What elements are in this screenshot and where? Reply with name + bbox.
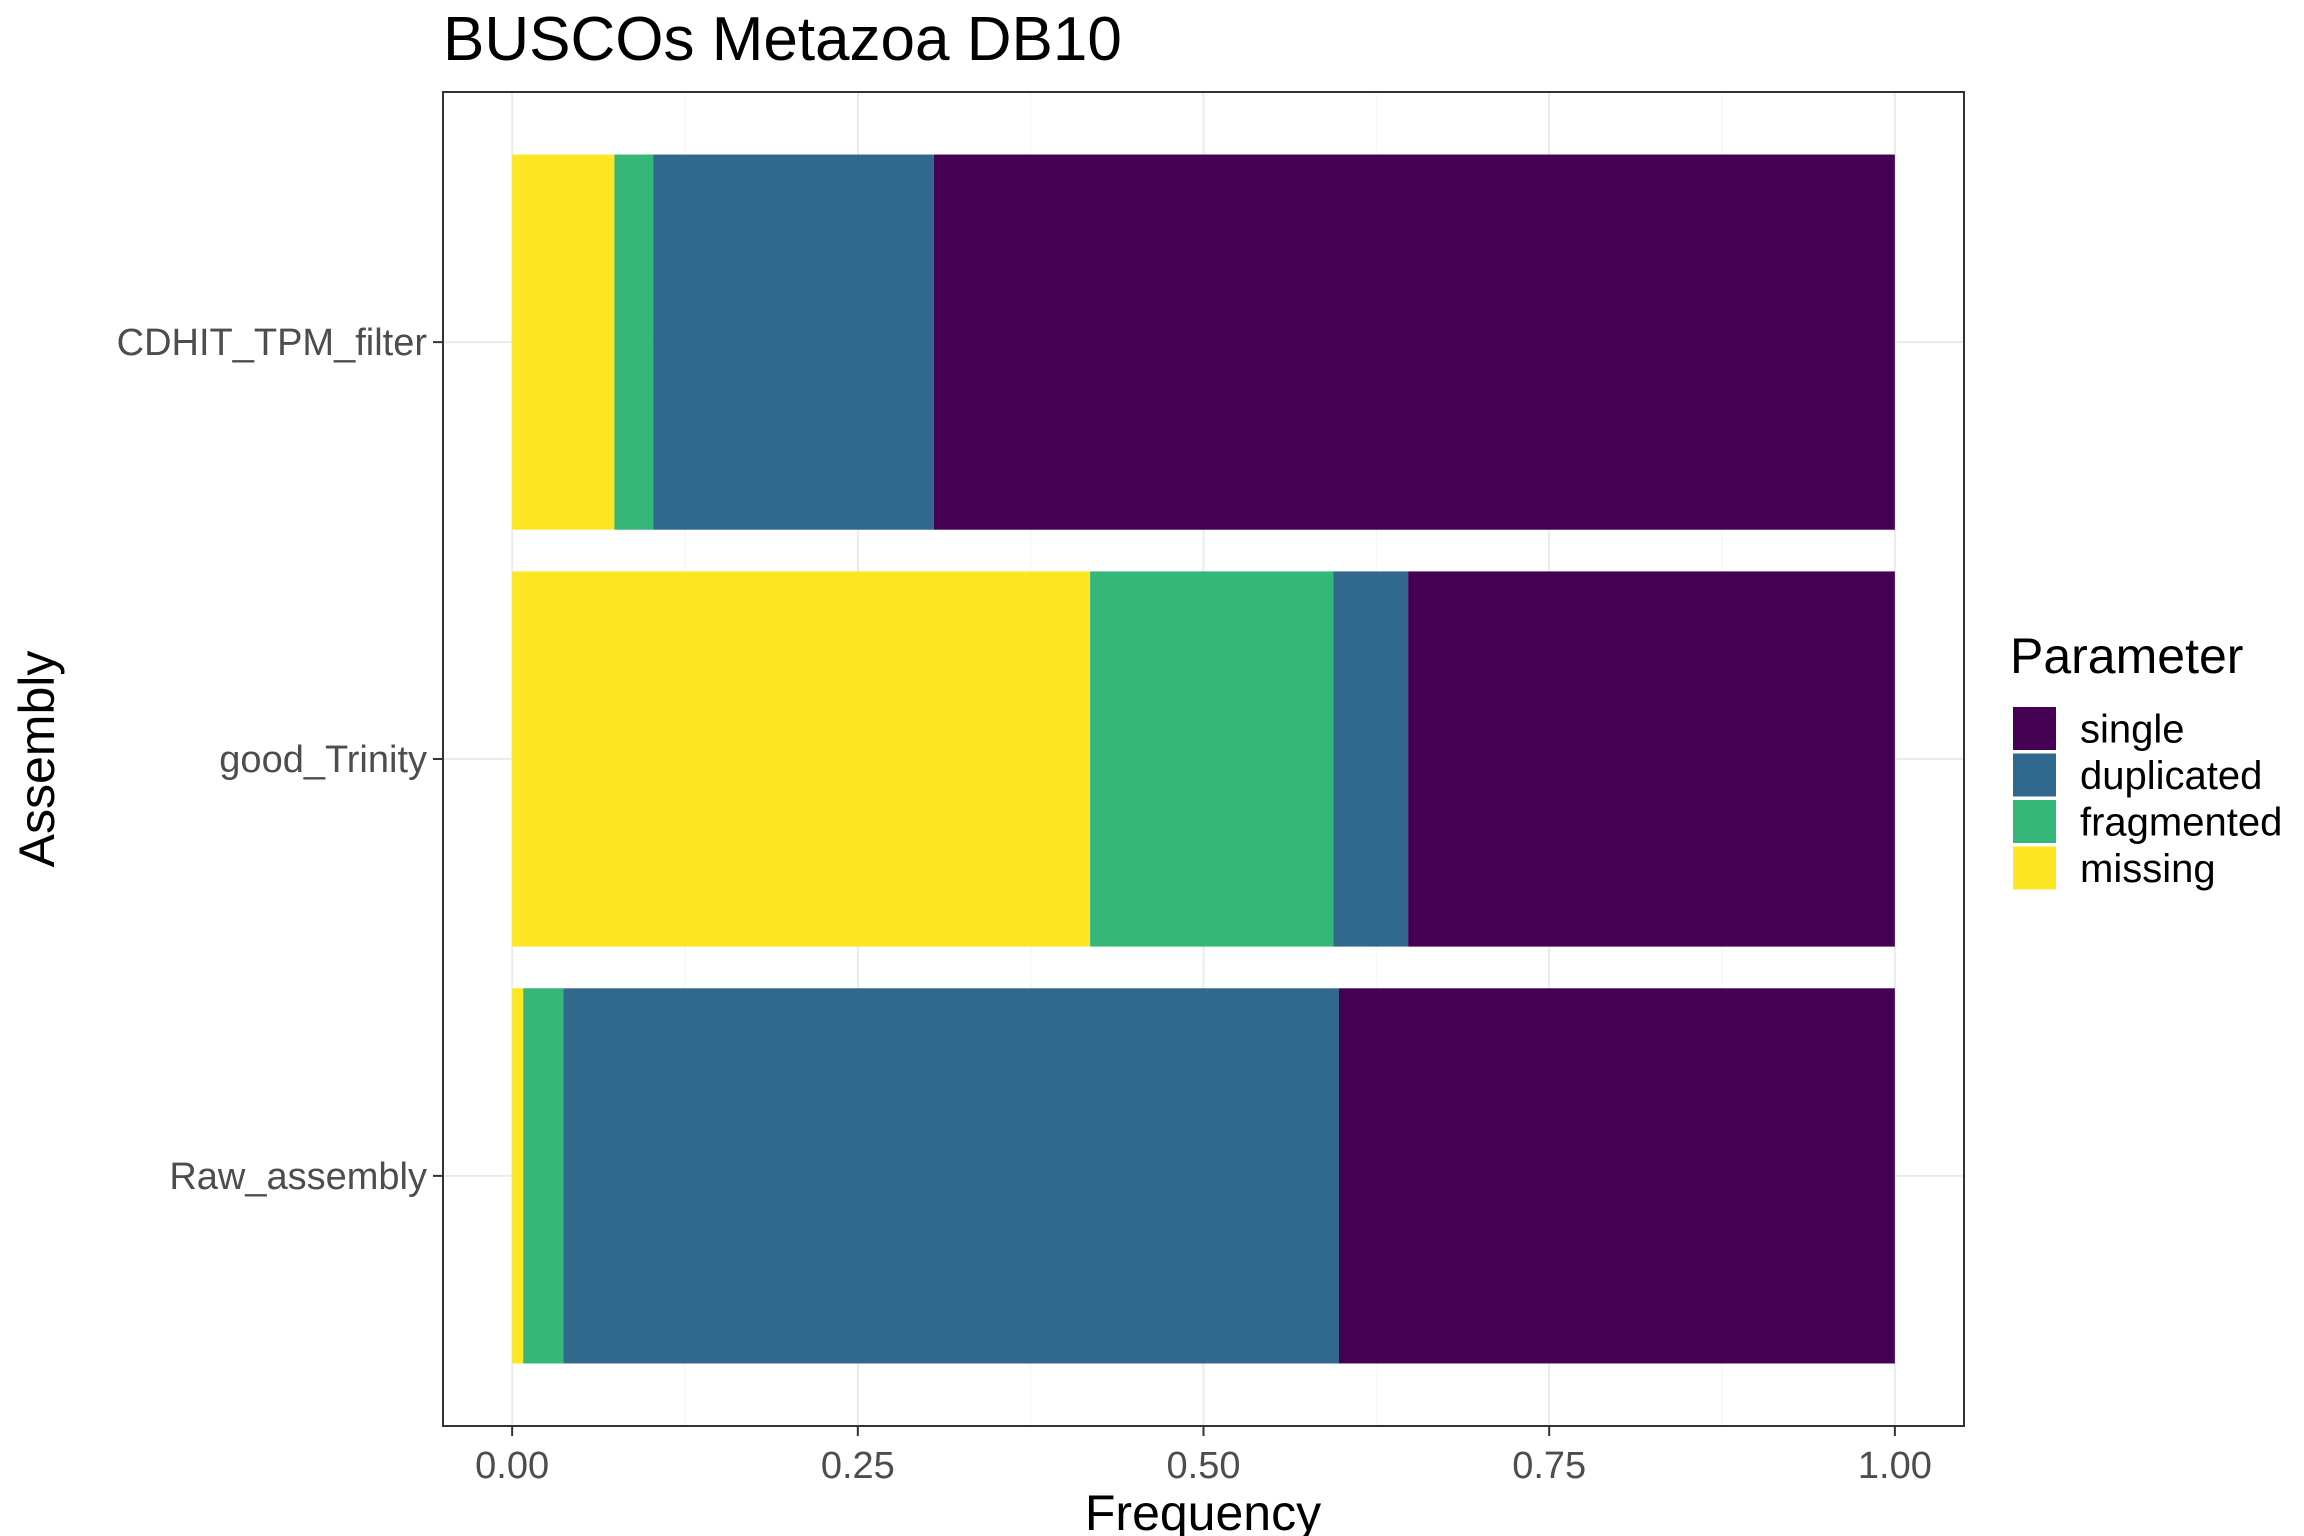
- x-tick-label: 0.25: [821, 1445, 895, 1487]
- y-axis: CDHIT_TPM_filter good_Trinity Raw_assembly: [117, 322, 443, 1198]
- legend-label-missing: missing: [2080, 847, 2216, 891]
- bar-segment-single: [1339, 988, 1895, 1364]
- x-tick-label: 0.75: [1512, 1445, 1586, 1487]
- bar-segment-missing: [512, 988, 524, 1364]
- bar-segment-duplicated: [1333, 571, 1409, 947]
- legend: Parameter singleduplicatedfragmentedmiss…: [2010, 628, 2282, 891]
- y-tick-label: Raw_assembly: [169, 1156, 427, 1198]
- bar-segment-single: [1408, 571, 1895, 947]
- x-tick-label: 0.00: [475, 1445, 549, 1487]
- bar-segment-duplicated: [653, 154, 934, 530]
- x-tick-label: 1.00: [1858, 1445, 1932, 1487]
- bars: [512, 154, 1895, 1364]
- x-axis: 0.00 0.25 0.50 0.75 1.00: [475, 1426, 1932, 1487]
- legend-key-single: [2013, 707, 2056, 750]
- bar-segment-fragmented: [614, 154, 654, 530]
- chart-title: BUSCOs Metazoa DB10: [443, 5, 1122, 74]
- y-tick-label: good_Trinity: [219, 739, 427, 781]
- bar-segment-missing: [512, 154, 615, 530]
- y-axis-title: Assembly: [9, 651, 65, 868]
- legend-key-fragmented: [2013, 800, 2056, 843]
- legend-label-duplicated: duplicated: [2080, 754, 2262, 798]
- legend-title: Parameter: [2010, 628, 2243, 684]
- bar-segment-fragmented: [523, 988, 564, 1364]
- y-tick-label: CDHIT_TPM_filter: [117, 322, 428, 364]
- bar-segment-fragmented: [1090, 571, 1334, 947]
- bar-segment-duplicated: [563, 988, 1340, 1364]
- legend-label-fragmented: fragmented: [2080, 801, 2282, 845]
- legend-label-single: single: [2080, 708, 2185, 752]
- bar-segment-single: [933, 154, 1895, 530]
- x-axis-title: Frequency: [1085, 1485, 1321, 1536]
- legend-key-duplicated: [2013, 753, 2056, 797]
- x-tick-label: 0.50: [1167, 1445, 1241, 1487]
- bar-segment-missing: [512, 571, 1091, 947]
- legend-key-missing: [2013, 846, 2056, 890]
